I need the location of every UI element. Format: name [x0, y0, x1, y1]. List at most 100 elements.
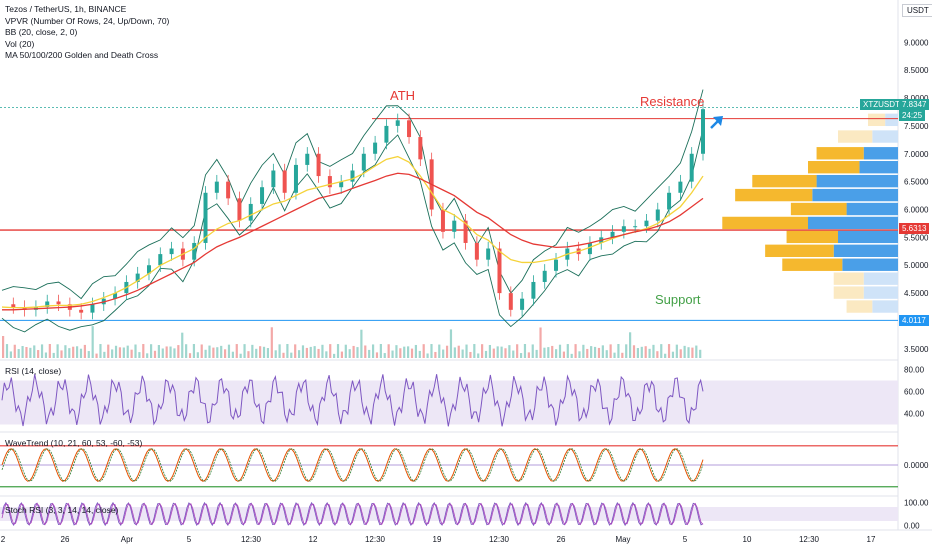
volume-bar — [87, 351, 90, 358]
volume-bar — [251, 344, 254, 358]
volume-bar — [664, 353, 667, 358]
volume-bar — [519, 353, 523, 358]
volume-bar — [325, 351, 328, 358]
volume-bar — [434, 351, 437, 358]
volume-bar — [566, 344, 569, 358]
ath-annotation: ATH — [390, 88, 416, 103]
volume-bar — [632, 345, 636, 358]
volume-bar — [95, 353, 98, 358]
volume-bar — [675, 344, 678, 358]
time-tick-label: May — [615, 535, 630, 544]
volume-bar — [173, 348, 176, 358]
volume-bar — [282, 352, 285, 358]
candle-body — [293, 164, 298, 193]
volume-bar — [107, 344, 110, 358]
volume-bar — [157, 345, 160, 358]
volume-bar — [21, 346, 24, 358]
volume-bar — [114, 345, 118, 358]
candle-body — [678, 181, 683, 193]
rsi-tick-label: 40.00 — [904, 410, 925, 419]
volume-bar — [387, 344, 390, 358]
volume-bar — [99, 344, 102, 358]
volume-bar — [621, 352, 624, 358]
time-tick-label: 17 — [867, 535, 876, 544]
volume-bar — [103, 351, 106, 358]
volume-bar — [321, 344, 324, 358]
volume-bar — [153, 350, 157, 358]
volume-bar — [72, 346, 75, 358]
volume-bar — [25, 347, 28, 358]
candle-body — [610, 231, 615, 238]
volume-bar — [247, 351, 250, 358]
volume-bar — [79, 348, 83, 358]
candle-body — [237, 198, 242, 221]
volume-bar — [465, 344, 468, 358]
volume-bar — [44, 352, 48, 358]
volume-bar — [562, 351, 565, 358]
rsi-tick-label: 80.00 — [904, 366, 925, 375]
volume-bar — [118, 347, 122, 358]
legend-line: MA 50/100/200 Golden and Death Cross — [5, 50, 159, 60]
price-tick-label: 5.0000 — [904, 261, 929, 270]
volume-bar — [410, 348, 414, 358]
volume-bar — [617, 344, 620, 358]
candle-body — [655, 209, 660, 221]
price-tick-label: 7.5000 — [904, 122, 929, 131]
volume-bar — [290, 352, 293, 358]
last-price-tag: 7.8347 — [899, 99, 930, 110]
volume-bar — [75, 346, 79, 358]
volume-bar — [492, 348, 495, 358]
candle-body — [361, 153, 366, 171]
volume-bar — [547, 347, 550, 358]
time-tick-label: 10 — [743, 535, 752, 544]
volume-profile-down-bar — [859, 161, 898, 174]
volume-bar — [212, 347, 215, 358]
volume-bar — [17, 349, 20, 358]
candle-body — [395, 120, 400, 126]
volume-bar — [177, 345, 180, 358]
wavetrend-label: WaveTrend (10, 21, 60, 53, -60, -53) — [5, 438, 143, 448]
volume-bar — [699, 349, 702, 358]
price-tick-label: 6.0000 — [904, 206, 929, 215]
volume-profile-up-bar — [833, 286, 864, 299]
volume-bar — [640, 346, 643, 358]
candle-body — [146, 265, 151, 274]
volume-bar — [29, 347, 32, 358]
candle-body — [305, 153, 310, 165]
volume-bar — [461, 349, 464, 358]
time-tick-label: 2 — [1, 535, 6, 544]
ma-red-line — [2, 172, 704, 311]
legend-line: Vol (20) — [5, 38, 35, 49]
volume-bar — [309, 346, 312, 358]
volume-bar — [570, 353, 573, 358]
volume-bar — [426, 353, 429, 358]
volume-profile-down-bar — [863, 147, 898, 160]
price-tick-label: 6.5000 — [904, 178, 929, 187]
volume-bar — [445, 345, 449, 358]
volume-bar — [333, 353, 336, 358]
price-tick-label: 5.5000 — [904, 233, 929, 242]
volume-bar — [142, 344, 145, 358]
candle-body — [486, 248, 491, 260]
volume-profile-down-bar — [863, 272, 898, 285]
volume-bar — [317, 348, 320, 358]
volume-bar — [208, 345, 211, 358]
volume-bar — [578, 351, 581, 358]
candle-body — [248, 203, 253, 221]
candle-body — [497, 248, 502, 294]
candle-body — [701, 109, 705, 154]
volume-profile-up-bar — [786, 230, 838, 244]
volume-bar — [356, 347, 359, 358]
volume-bar — [496, 346, 499, 358]
volume-bar — [165, 346, 168, 358]
volume-profile-up-bar — [782, 258, 843, 271]
candle-body — [418, 137, 423, 160]
wavetrend-tick-label: 0.0000 — [904, 461, 929, 470]
volume-bar — [340, 351, 344, 358]
volume-profile-up-bar — [868, 113, 886, 127]
volume-profile-down-bar — [838, 230, 898, 244]
currency-badge[interactable]: USDT — [902, 4, 932, 17]
volume-bar — [652, 344, 655, 358]
price-tick-label: 8.0000 — [904, 94, 929, 103]
